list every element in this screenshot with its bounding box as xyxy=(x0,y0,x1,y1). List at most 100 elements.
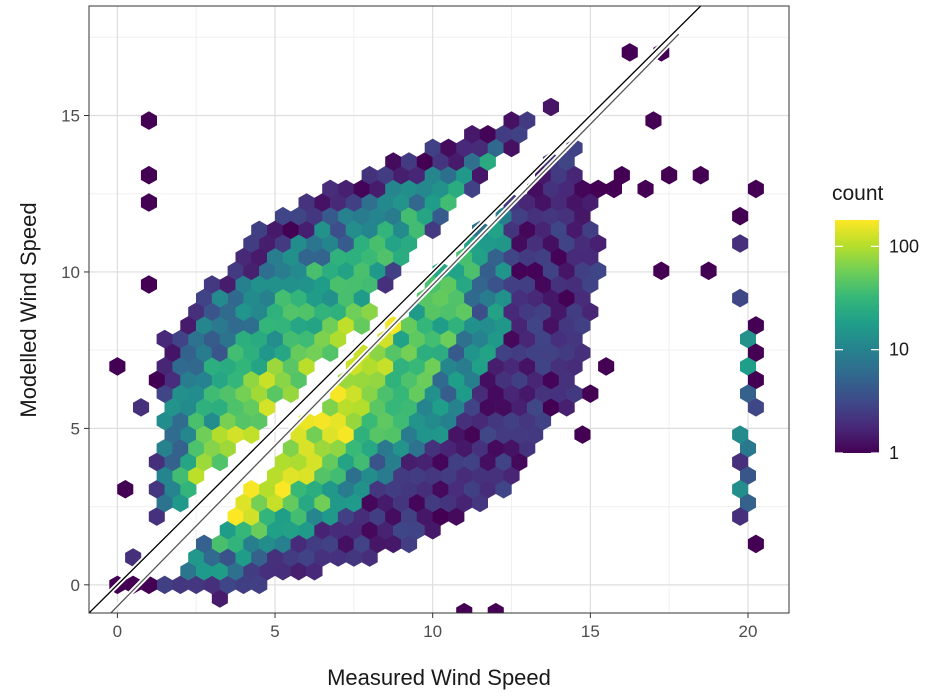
hex-bin xyxy=(495,343,512,362)
hex-bin xyxy=(637,179,654,199)
hex-bin xyxy=(243,425,260,444)
hex-bin xyxy=(519,439,536,458)
hex-bin xyxy=(440,193,457,212)
hex-bin xyxy=(472,138,488,158)
hex-bin xyxy=(369,179,386,199)
hex-bin xyxy=(542,288,559,308)
hex-bin xyxy=(472,357,488,376)
hex-bin xyxy=(416,179,433,199)
hex-bin xyxy=(566,247,583,267)
hex-bin xyxy=(416,425,433,444)
hex-bin xyxy=(550,165,567,185)
hex-bin xyxy=(393,493,410,513)
hex-bin xyxy=(345,411,362,431)
hex-bin xyxy=(156,329,173,349)
hex-bin xyxy=(156,384,173,403)
hex-bin xyxy=(416,480,433,499)
hex-bin xyxy=(314,302,331,322)
hex-bin xyxy=(227,507,244,526)
hex-bin xyxy=(259,234,276,253)
hex-bin xyxy=(432,152,449,171)
x-tick-label: 10 xyxy=(423,622,442,641)
hex-bin xyxy=(164,452,181,472)
hex-bin xyxy=(282,493,299,513)
hex-bin xyxy=(251,275,268,294)
hex-bin xyxy=(456,329,473,349)
hex-bin xyxy=(282,302,299,322)
hex-bin xyxy=(337,425,354,444)
hex-bin xyxy=(511,234,528,253)
hex-bin xyxy=(535,302,552,322)
hex-bin xyxy=(732,288,749,308)
hex-bin xyxy=(330,384,347,403)
hex-bin xyxy=(408,411,425,431)
hex-bin xyxy=(503,411,520,431)
hex-bin xyxy=(527,370,544,390)
hex-bin xyxy=(219,520,236,540)
hex-bin xyxy=(385,480,402,499)
hex-bin xyxy=(393,247,410,267)
hex-bin xyxy=(747,316,764,335)
hex-bin xyxy=(590,234,607,253)
hex-bin xyxy=(416,452,433,472)
hex-bin xyxy=(393,520,410,540)
hex-bin xyxy=(503,466,520,485)
hex-bin xyxy=(219,357,236,376)
hex-bin xyxy=(267,275,284,294)
hex-bin xyxy=(385,398,402,417)
hex-bin xyxy=(408,493,425,513)
hex-bin xyxy=(148,480,165,499)
hex-bin xyxy=(322,507,339,526)
hex-bin xyxy=(424,439,441,458)
hex-bin xyxy=(219,411,236,431)
hex-bin xyxy=(747,370,764,390)
hex-bin xyxy=(582,275,599,294)
y-tick-label: 5 xyxy=(71,419,80,438)
hex-bin xyxy=(211,534,228,554)
hex-bin xyxy=(330,548,347,567)
hex-bin xyxy=(377,357,394,376)
hex-bin xyxy=(732,425,749,444)
hex-bin xyxy=(322,452,339,472)
hex-bin xyxy=(227,288,244,308)
hex-bin xyxy=(732,507,749,526)
hex-bin xyxy=(566,220,583,240)
hex-bin xyxy=(377,520,394,540)
hex-bin xyxy=(219,575,236,595)
hex-bin xyxy=(416,206,433,226)
hex-bin xyxy=(180,343,197,362)
hex-bin xyxy=(432,206,449,226)
hex-bin xyxy=(330,193,347,212)
hex-bin xyxy=(511,316,528,335)
hex-bin xyxy=(322,316,339,335)
hex-bin xyxy=(495,125,512,144)
hex-bin xyxy=(330,275,347,294)
hex-bin xyxy=(322,480,339,499)
hex-bin xyxy=(259,561,276,581)
hex-bin xyxy=(448,480,465,499)
hex-bin xyxy=(196,452,213,472)
hex-bin xyxy=(243,343,260,362)
hex-bin xyxy=(290,425,307,444)
hex-bin xyxy=(361,193,378,212)
hex-bin xyxy=(511,452,528,472)
hex-bin xyxy=(353,534,370,554)
hex-bin xyxy=(361,220,378,240)
hex-bin xyxy=(172,384,189,403)
hex-bin xyxy=(440,384,457,403)
hex-bin xyxy=(180,370,197,390)
hex-bin xyxy=(527,288,544,308)
hex-bin xyxy=(456,138,473,158)
hex-bin xyxy=(542,234,559,253)
hex-bin xyxy=(566,329,583,349)
hex-bin xyxy=(345,384,362,403)
hex-bin xyxy=(401,179,418,199)
hex-bin xyxy=(566,384,583,403)
hex-bin xyxy=(235,275,252,294)
hex-bin xyxy=(164,343,181,362)
hex-bin xyxy=(172,466,189,485)
hex-bin xyxy=(298,493,315,513)
hex-bin xyxy=(337,507,354,526)
hex-bin xyxy=(393,193,410,212)
hex-bin xyxy=(550,302,567,322)
